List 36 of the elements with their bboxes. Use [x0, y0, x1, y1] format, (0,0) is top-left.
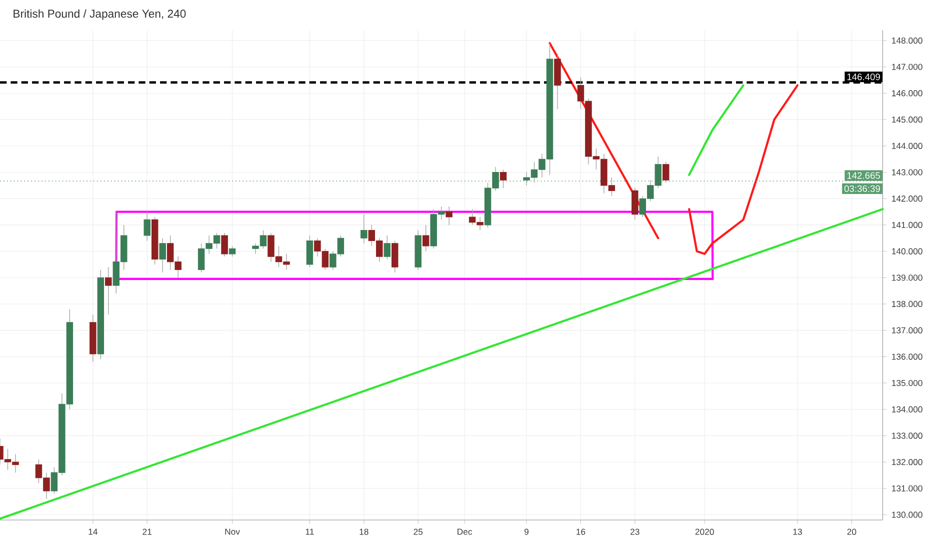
annotation: 03:36:39 [844, 185, 880, 192]
x-tick-label: 23 [630, 528, 640, 535]
x-tick-label: 13 [793, 528, 802, 535]
y-tick-label: 132.000 [892, 458, 922, 466]
y-tick-label: 139.000 [892, 274, 922, 281]
x-tick-label: 25 [414, 528, 423, 535]
y-tick-label: 146.000 [892, 90, 922, 96]
x-tick-label: 20 [847, 528, 856, 535]
y-tick-label: 141.000 [892, 222, 922, 228]
x-tick-label: 21 [142, 528, 152, 535]
y-tick-label: 137.000 [892, 327, 922, 334]
chart-title: British Pound / Japanese Yen, 240 [14, 9, 186, 20]
x-tick-label: 16 [576, 528, 586, 535]
y-tick-label: 144.000 [892, 142, 922, 149]
y-tick-label: 143.000 [892, 169, 922, 176]
x-tick-label: Nov [225, 528, 240, 535]
y-tick-label: 135.000 [892, 380, 922, 386]
x-tick-label: 11 [306, 528, 314, 535]
y-tick-label: 133.000 [892, 432, 922, 439]
x-tick-label: 9 [524, 528, 529, 535]
y-tick-label: 131.000 [892, 485, 922, 492]
x-tick-label: 18 [360, 528, 368, 535]
y-tick-label: 138.000 [892, 300, 922, 308]
x-tick-label: 2020 [695, 528, 714, 535]
x-tick-label: Dec [458, 528, 472, 535]
y-tick-label: 145.000 [892, 116, 922, 123]
y-tick-label: 134.000 [892, 406, 922, 412]
y-tick-label: 140.000 [892, 248, 922, 254]
ref-line-label: 146.409 [847, 74, 880, 80]
y-tick-label: 142.000 [892, 196, 922, 202]
y-tick-label: 148.000 [892, 37, 922, 44]
y-tick-label: 136.000 [892, 354, 922, 360]
ref-line-label: 142.665 [847, 172, 880, 179]
x-tick-label: 14 [88, 528, 98, 535]
y-tick-label: 130.000 [892, 512, 922, 518]
y-tick-label: 147.000 [892, 64, 922, 70]
